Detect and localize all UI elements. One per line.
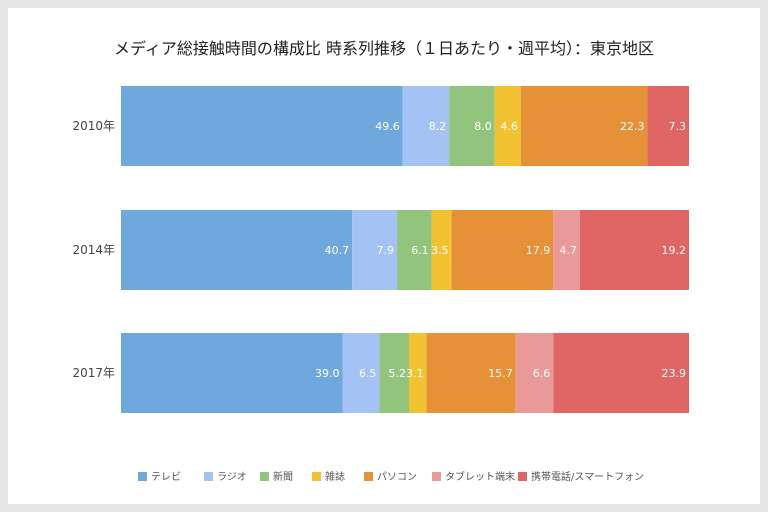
legend-label: テレビ xyxy=(151,471,181,483)
value-label: 4.7 xyxy=(559,244,577,257)
value-label: 39.0 xyxy=(315,367,340,380)
value-label: 6.6 xyxy=(533,367,551,380)
value-label: 3.5 xyxy=(431,244,449,257)
bar-segment xyxy=(352,210,398,290)
bar-segment xyxy=(121,333,343,413)
value-label: 8.2 xyxy=(429,120,447,133)
legend-label: 新聞 xyxy=(273,470,293,483)
bar-segment xyxy=(520,86,648,166)
chart-title: メディア総接触時間の構成比 時系列推移（１日あたり・週平均）：東京地区 xyxy=(114,39,654,58)
value-label: 17.9 xyxy=(526,244,551,257)
legend-swatch xyxy=(364,472,373,481)
value-label: 19.2 xyxy=(662,244,687,257)
bar-segment xyxy=(121,210,353,290)
bar-segment xyxy=(379,333,409,413)
legend-label: ラジオ xyxy=(217,471,247,483)
legend-swatch xyxy=(312,472,321,481)
bar-segment xyxy=(647,86,689,166)
bar-segment xyxy=(342,333,380,413)
legend-swatch xyxy=(432,472,441,481)
legend-label: パソコン xyxy=(377,471,417,483)
bar-segment xyxy=(408,333,427,413)
legend-label: タブレット端末 xyxy=(445,470,515,483)
value-label: 7.9 xyxy=(377,244,395,257)
category-label: 2014年 xyxy=(72,243,115,257)
bar-segment xyxy=(449,86,495,166)
value-label: 49.6 xyxy=(375,120,400,133)
value-label: 5.2 xyxy=(388,367,406,380)
bar-segment xyxy=(431,210,452,290)
bar-segment xyxy=(553,333,689,413)
category-label: 2010年 xyxy=(72,119,115,133)
value-label: 4.6 xyxy=(500,120,518,133)
value-label: 40.7 xyxy=(325,244,350,257)
bar-segment xyxy=(121,86,403,166)
bar-segment xyxy=(426,333,516,413)
value-label: 7.3 xyxy=(669,120,687,133)
bar-segment xyxy=(515,333,554,413)
legend-label: 携帯電話/スマートフォン xyxy=(531,470,644,483)
bar-segment xyxy=(494,86,521,166)
bar-segment xyxy=(553,210,580,290)
chart-frame: メディア総接触時間の構成比 時系列推移（１日あたり・週平均）：東京地区 2010… xyxy=(8,8,760,504)
bar-segment xyxy=(397,210,432,290)
value-label: 6.5 xyxy=(359,367,377,380)
value-label: 3.1 xyxy=(406,367,424,380)
value-label: 15.7 xyxy=(488,367,513,380)
value-label: 22.3 xyxy=(620,120,645,133)
legend-swatch xyxy=(204,472,213,481)
bar-segment xyxy=(579,210,689,290)
legend-label: 雑誌 xyxy=(325,470,345,483)
value-label: 8.0 xyxy=(474,120,492,133)
bar-segment xyxy=(402,86,450,166)
value-label: 23.9 xyxy=(662,367,687,380)
category-label: 2017年 xyxy=(72,366,115,380)
value-label: 6.1 xyxy=(411,244,429,257)
bar-segment xyxy=(451,210,554,290)
stacked-bar-chart: 2010年 49.6 8.2 8.0 4.6 22.3 7.3 2014年 40.7 7.9 6.1… xyxy=(72,86,689,483)
legend-swatch xyxy=(518,472,527,481)
legend-swatch xyxy=(260,472,269,481)
legend-swatch xyxy=(138,472,147,481)
